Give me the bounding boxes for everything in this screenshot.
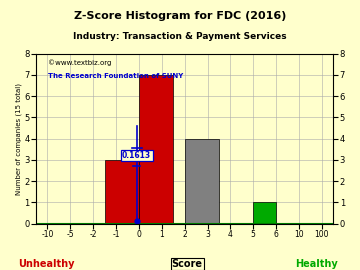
Bar bbox=[104, 160, 139, 224]
Y-axis label: Number of companies (15 total): Number of companies (15 total) bbox=[15, 83, 22, 195]
Bar bbox=[185, 139, 219, 224]
Text: Z-Score Histogram for FDC (2016): Z-Score Histogram for FDC (2016) bbox=[74, 11, 286, 21]
Text: ©www.textbiz.org: ©www.textbiz.org bbox=[48, 59, 111, 66]
Text: Unhealthy: Unhealthy bbox=[19, 259, 75, 269]
Text: 0.1613: 0.1613 bbox=[122, 151, 151, 160]
Text: Healthy: Healthy bbox=[296, 259, 338, 269]
Bar bbox=[139, 75, 173, 224]
Text: Industry: Transaction & Payment Services: Industry: Transaction & Payment Services bbox=[73, 32, 287, 41]
Text: Score: Score bbox=[172, 259, 203, 269]
Text: The Research Foundation of SUNY: The Research Foundation of SUNY bbox=[48, 73, 183, 79]
Bar bbox=[253, 202, 276, 224]
